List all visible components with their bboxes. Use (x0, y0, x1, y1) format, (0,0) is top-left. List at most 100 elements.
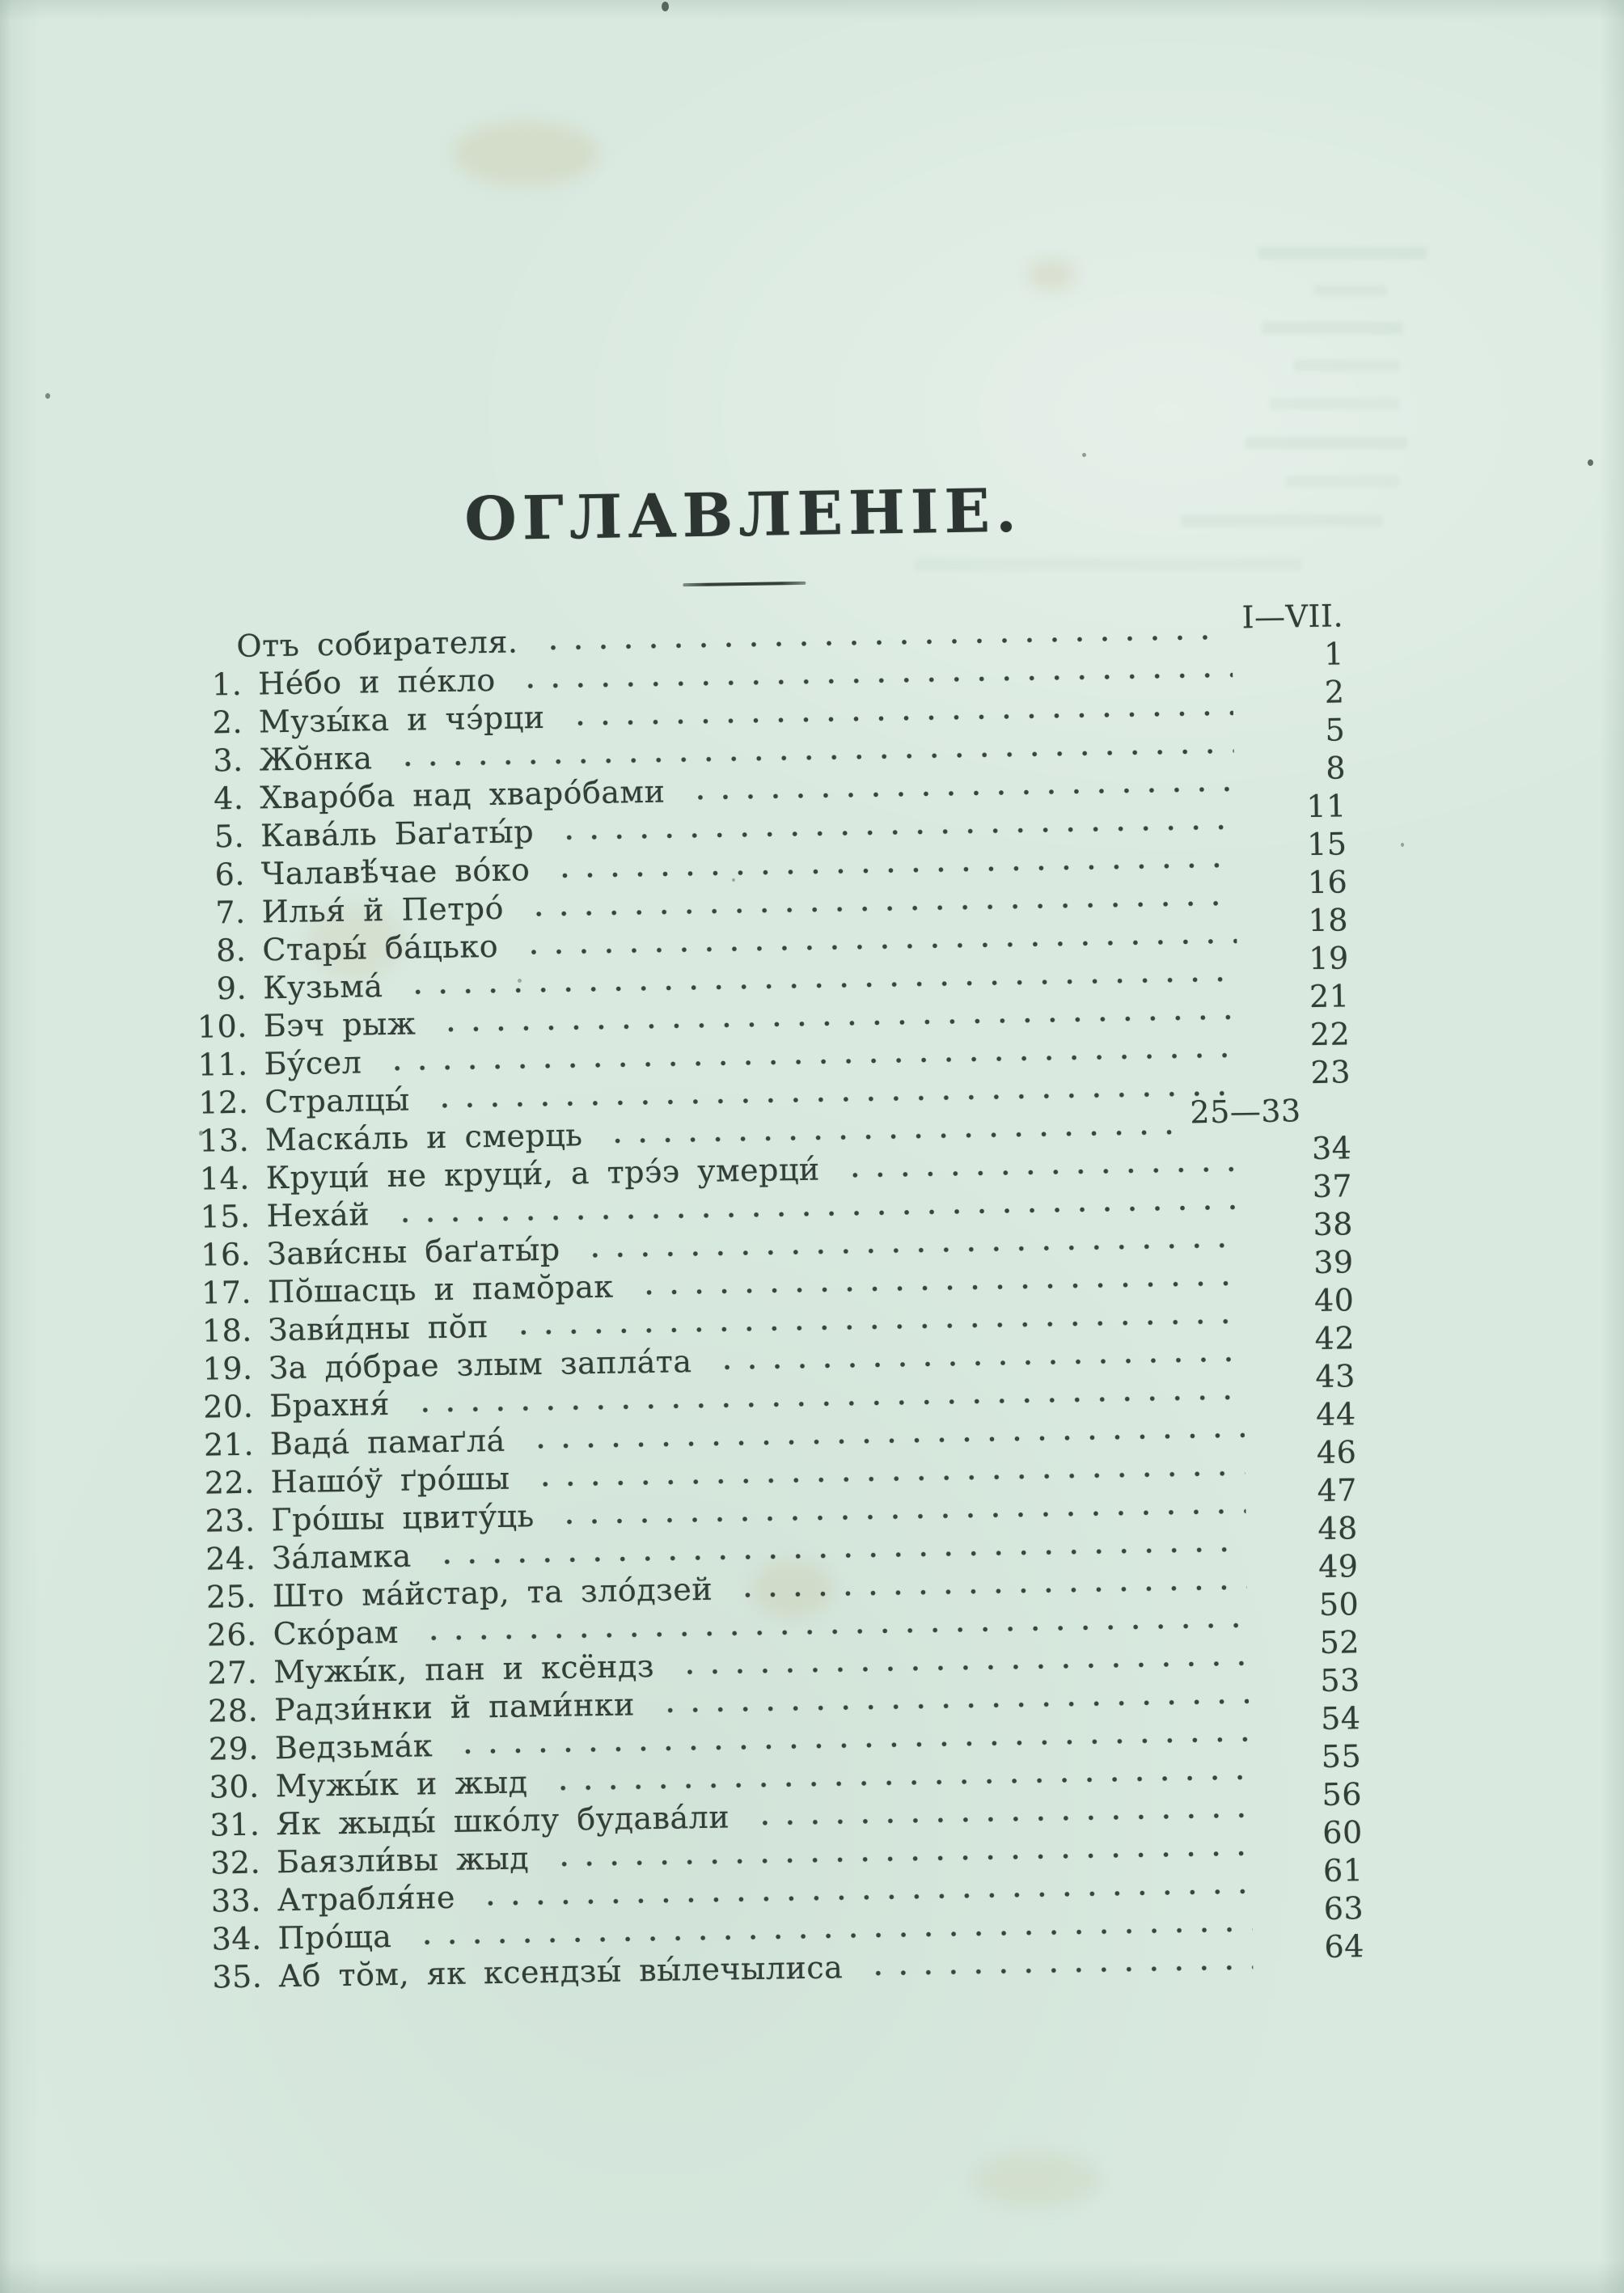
dot-leader (409, 1925, 1253, 1947)
entry-page: 22 (1309, 1016, 1351, 1053)
entry-page: 63 (1323, 1890, 1364, 1927)
dot-leader (513, 671, 1233, 691)
entry-number: 25. (205, 1578, 257, 1615)
dot-leader (837, 1165, 1241, 1180)
entry-number: 16. (201, 1236, 252, 1273)
entry-page: I—VII. (1241, 598, 1344, 636)
entry-number: 31. (209, 1806, 260, 1843)
entry-title: Стралцы́ (264, 1081, 411, 1120)
dot-leader (709, 1355, 1244, 1372)
entry-page: 8 (1325, 750, 1347, 786)
entry-page: 11 (1306, 788, 1347, 825)
dot-leader (652, 1697, 1250, 1715)
bleed-through-mark (1245, 437, 1407, 449)
entry-number: 11. (197, 1046, 248, 1083)
entry-page: 38 (1313, 1206, 1354, 1243)
entry-number (176, 657, 247, 658)
entry-title: Нашо́ў ґро́шы (270, 1460, 510, 1500)
entry-title: Чалавѣ́чае во́ко (260, 852, 531, 892)
bleed-through-mark (914, 558, 1302, 571)
entry-title: Аб то̆м, як ксендзы́ вы́лечылиса (277, 1949, 844, 1995)
entry-number: 5. (214, 818, 245, 855)
entry-page: 56 (1322, 1776, 1363, 1813)
dot-leader (562, 709, 1234, 728)
dot-leader (516, 937, 1237, 957)
bleed-through-mark (1181, 514, 1383, 527)
entry-number: 15. (200, 1198, 251, 1235)
dot-leader (730, 1583, 1247, 1600)
scan-speck (732, 878, 735, 882)
paper-stain (307, 906, 404, 979)
dot-leader (547, 1849, 1252, 1869)
entry-title: Илья́ й Петро́ (261, 890, 505, 930)
bleed-through-mark (1270, 398, 1399, 409)
entry-title: Гро́шы цвиту́ць (271, 1498, 535, 1538)
entry-page: 50 (1318, 1586, 1360, 1622)
entry-page: 55 (1321, 1738, 1362, 1775)
dot-leader (522, 1431, 1245, 1451)
entry-number: 23. (205, 1502, 256, 1539)
entry-number: 10. (197, 1008, 248, 1045)
scan-speck (45, 393, 50, 399)
entry-number: 1. (211, 666, 243, 703)
entry-number: 21. (203, 1426, 255, 1463)
entry-title: Як жыды́ шко́лу будава́ли (276, 1799, 730, 1842)
paper-stain (453, 121, 598, 186)
entry-page: 40 (1313, 1282, 1355, 1319)
entry-title: Музы́ка и чэ́рци (258, 699, 545, 740)
entry-page: 1 (1323, 636, 1345, 672)
dot-leader (521, 899, 1237, 919)
entry-number: 33. (210, 1882, 262, 1919)
entry-number: 7. (215, 894, 246, 931)
entry-title: Кава́ль Баґаты́р (260, 814, 535, 854)
dot-leader (672, 1659, 1249, 1677)
dot-leader (400, 975, 1238, 996)
entry-title: Мужы́к и жыд (275, 1764, 528, 1804)
entry-page: 44 (1315, 1396, 1356, 1433)
scan-speck (662, 2, 669, 11)
dot-leader (631, 1279, 1243, 1297)
bleed-through-mark (1258, 247, 1427, 260)
entry-number: 19. (202, 1350, 253, 1387)
entry-number: 12. (198, 1084, 249, 1121)
entry-page: 54 (1320, 1700, 1361, 1737)
entry-title: Атрабля́не (277, 1879, 456, 1919)
entry-page: 21 (1309, 978, 1350, 1015)
entry-number: 14. (199, 1160, 251, 1197)
page-title: ОГЛАВЛЕНІЕ. (463, 476, 1023, 555)
entry-title: Баязли́вы жыд (276, 1840, 530, 1881)
entry-page: 53 (1320, 1662, 1361, 1699)
entry-number: 22. (204, 1464, 256, 1501)
scan-speck (1401, 843, 1404, 847)
paper-stain (1027, 259, 1076, 291)
entry-title: Кузьма́ (262, 968, 383, 1006)
entry-number: 4. (213, 780, 244, 817)
title-block: ОГЛАВЛЕНІЕ. (0, 474, 1488, 598)
entry-title: Отъ собирателя. (236, 624, 518, 664)
dot-leader (577, 1241, 1242, 1260)
entry-title: Не́бо и пе́кло (257, 662, 496, 702)
entry-page: 23 (1310, 1054, 1351, 1091)
entry-title: За до́брае злым запла́та (269, 1343, 692, 1386)
entry-title: Бу́сел (264, 1044, 362, 1082)
entry-title: Зави́сны баґаты́р (266, 1231, 560, 1272)
entry-title: Стары́ ба́цько (262, 928, 499, 968)
bleed-through-mark (1262, 322, 1403, 334)
entry-title: Маска́ль и смерць (264, 1117, 583, 1158)
entry-title: Зави́дны по̆п (268, 1309, 489, 1348)
entry-page: 60 (1322, 1814, 1364, 1851)
dot-leader (861, 1963, 1254, 1978)
entry-page: 52 (1319, 1624, 1360, 1661)
entry-number: 29. (208, 1730, 260, 1767)
entry-title: Неха́й (266, 1196, 370, 1234)
entry-page: 42 (1314, 1320, 1355, 1357)
entry-title: Ведзьма́к (274, 1728, 433, 1766)
entry-title: Ско́рам (273, 1614, 400, 1652)
entry-page: 47 (1317, 1472, 1358, 1509)
entry-page: 5 (1325, 712, 1346, 748)
scan-speck (199, 1131, 203, 1136)
title-rule (683, 581, 806, 587)
toc-list: Отъ собирателя. I—VII. 1. Не́бо и пе́кло 1… (175, 598, 1365, 1996)
entry-title: Брахня́ (269, 1386, 391, 1424)
entry-title: За́ламка (271, 1538, 412, 1576)
